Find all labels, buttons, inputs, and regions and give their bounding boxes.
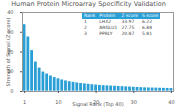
html-text:1: 1 [84, 19, 87, 24]
html-text:6.22: 6.22 [142, 19, 152, 24]
svg-text:Signal Rank (Top 40): Signal Rank (Top 40) [72, 101, 123, 108]
html-text:Protein: Protein [99, 13, 115, 18]
svg-text:40: 40 [168, 99, 174, 105]
html-text:27.75: 27.75 [121, 25, 135, 30]
svg-text:1: 1 [23, 99, 26, 105]
html-text:5.81: 5.81 [142, 31, 152, 36]
html-text:Human Protein Microarray Speci: Human Protein Microarray Specificity Val… [11, 0, 166, 8]
html-text:20.87: 20.87 [121, 31, 135, 36]
html-text:6.88: 6.88 [142, 25, 152, 30]
svg-text:Strength of Signal (Z score): Strength of Signal (Z score) [5, 17, 12, 86]
html-text:2: 2 [84, 25, 87, 30]
svg-text:0: 0 [10, 88, 13, 94]
html-text:Z score: Z score [121, 13, 138, 18]
html-text:S score: S score [142, 13, 159, 18]
html-text:LHX2: LHX2 [99, 19, 112, 24]
html-text:ARGLU1: ARGLU1 [99, 25, 118, 30]
svg-text:40: 40 [7, 9, 13, 15]
html-text:PPRLY: PPRLY [99, 31, 113, 36]
svg-text:10: 10 [55, 99, 61, 105]
html-text:3: 3 [84, 31, 87, 36]
html-text:Rank: Rank [84, 13, 96, 18]
html-text:33.97: 33.97 [121, 19, 135, 24]
svg-text:30: 30 [131, 99, 137, 105]
